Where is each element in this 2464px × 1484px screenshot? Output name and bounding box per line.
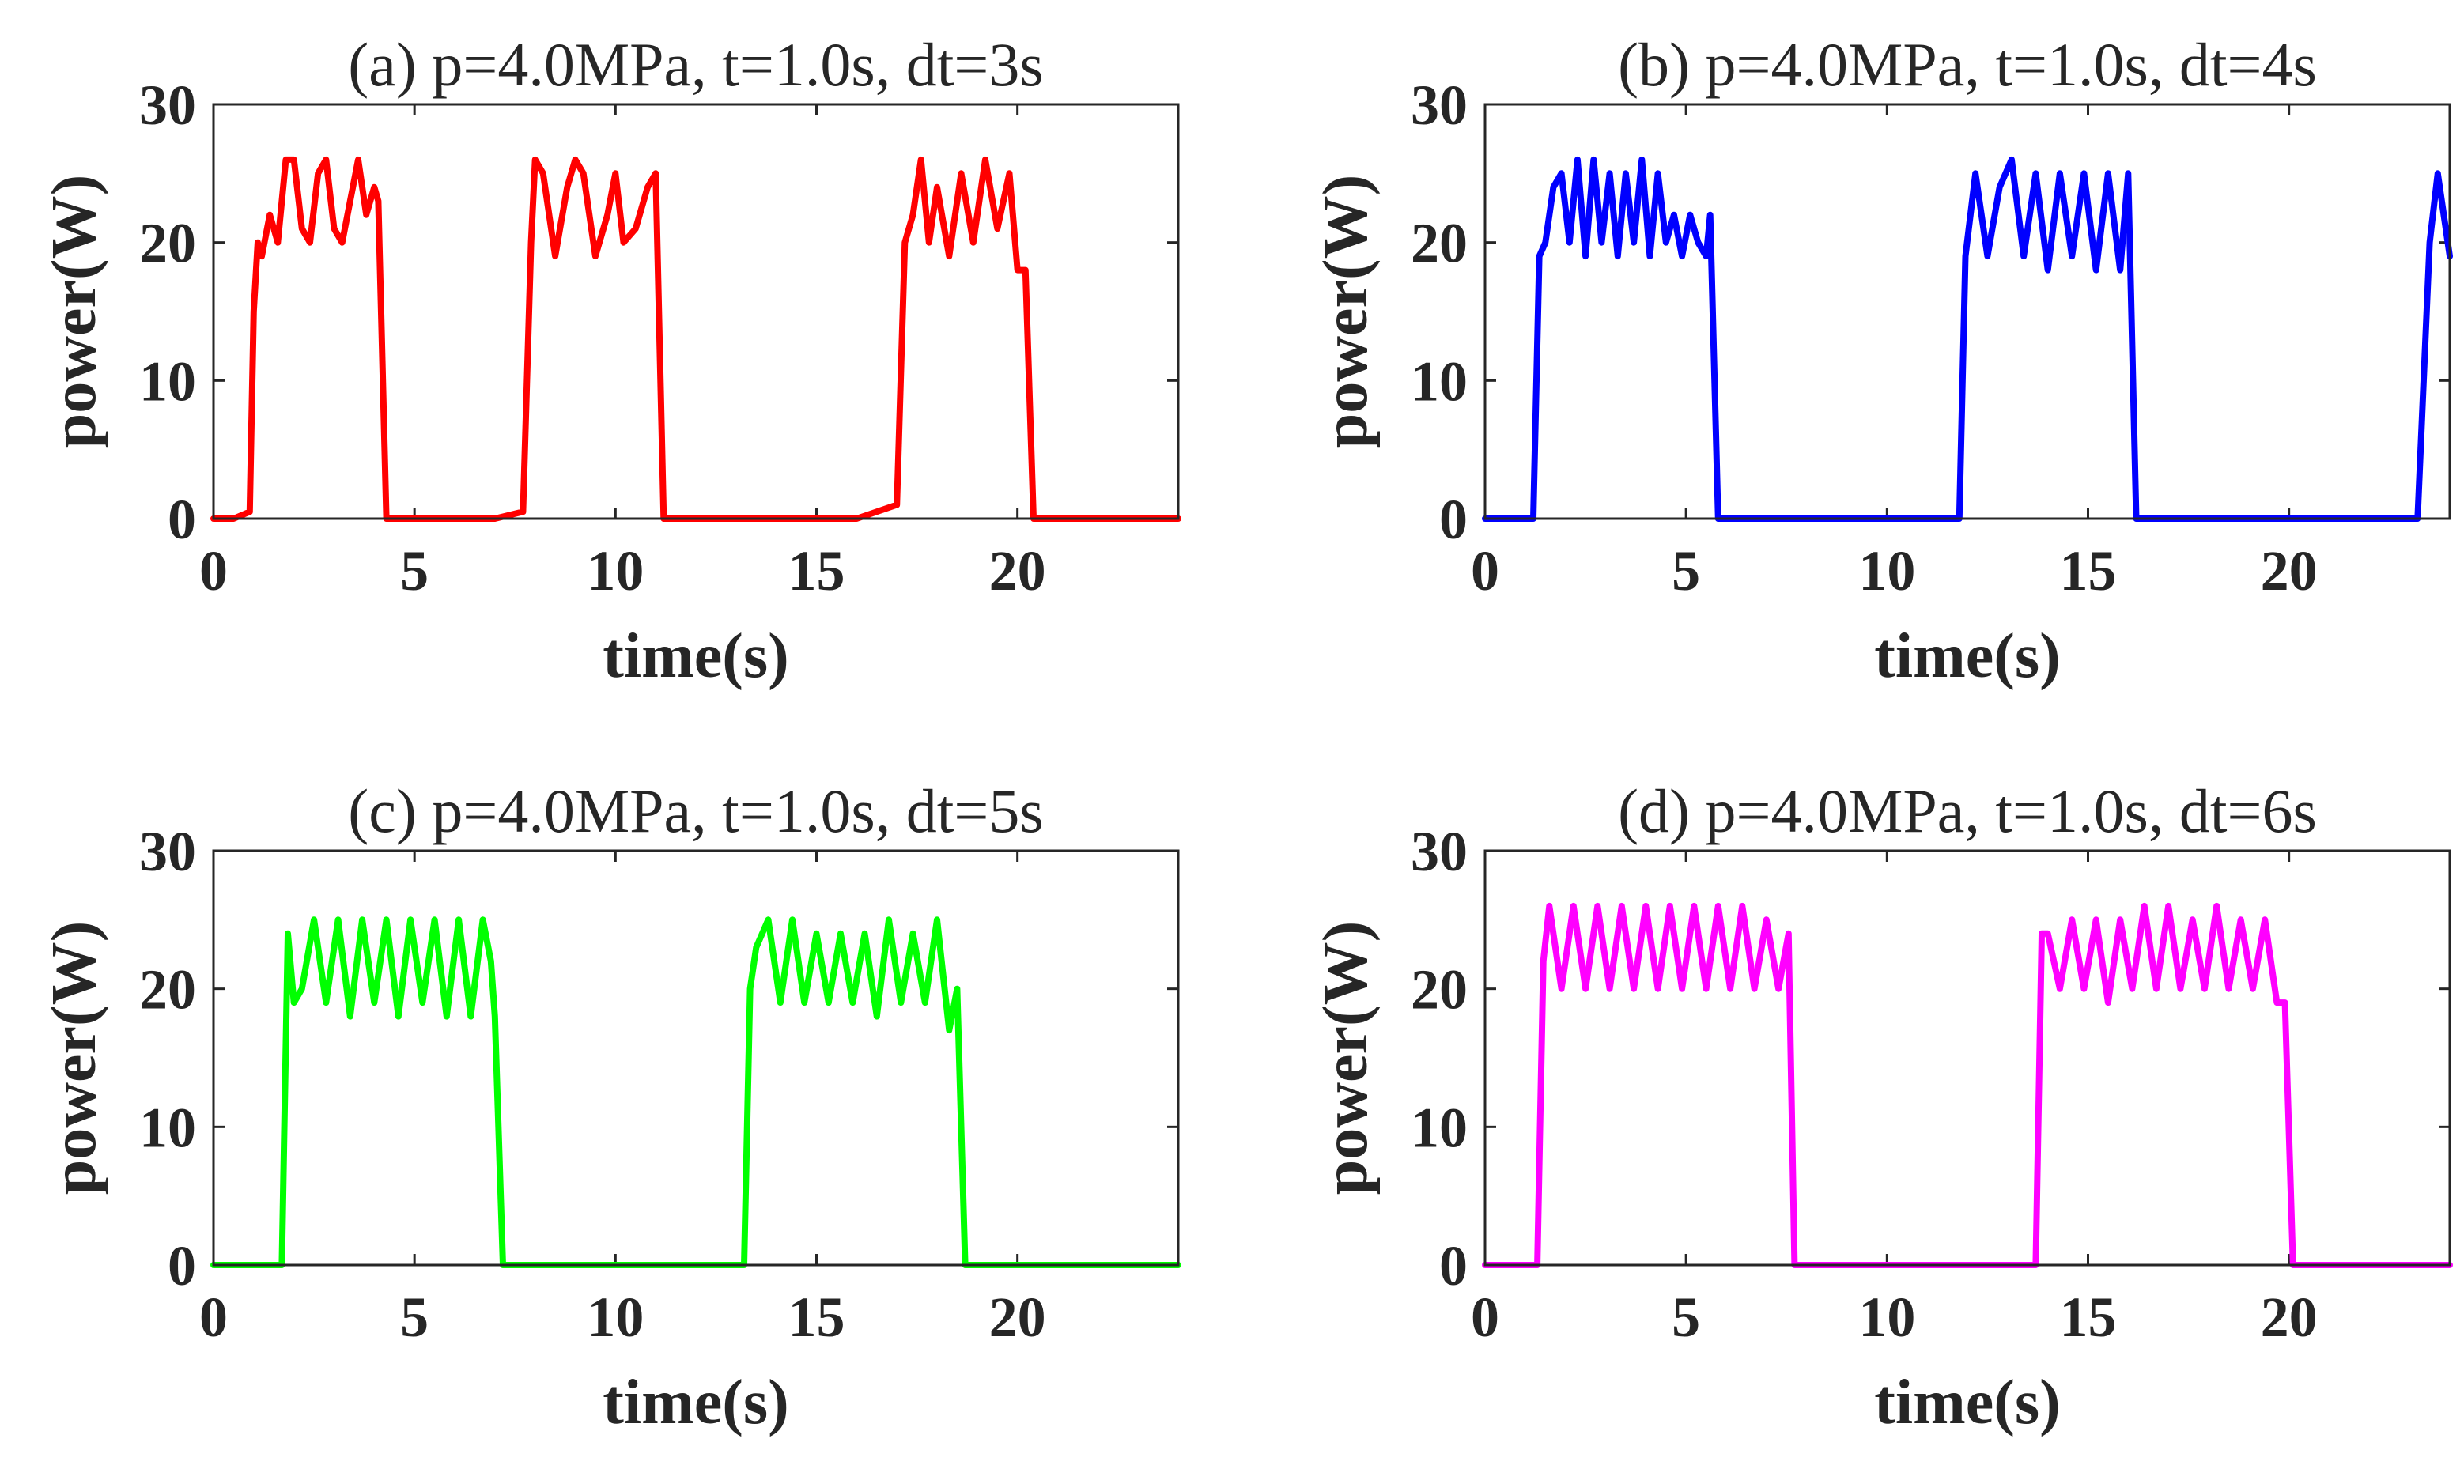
plot-area xyxy=(214,851,1178,1265)
y-tick-label: 30 xyxy=(139,74,196,137)
x-tick-label: 5 xyxy=(1672,539,1700,602)
subplot: 0 5 10 15 20 0 10 20 30 (c) p=4.0MPa, t=1.0s, dt=… xyxy=(40,776,1181,1437)
subplot: 0 5 10 15 20 0 10 20 30 (a) p=4.0MPa, t=1.0s, dt=… xyxy=(40,30,1181,691)
y-tick-label: 10 xyxy=(1411,349,1468,413)
subplot: 0 5 10 15 20 0 10 20 30 (d) p=4.0MPa, t=1.0s, dt=… xyxy=(1311,776,2453,1437)
subplot: 0 5 10 15 20 0 10 20 30 (b) p=4.0MPa, t=1.0s, dt=… xyxy=(1311,30,2453,691)
axes-box xyxy=(1483,103,2451,520)
y-axis-label: power(W) xyxy=(40,921,109,1195)
y-tick-label: 10 xyxy=(139,1096,196,1159)
x-tick-label: 10 xyxy=(587,539,644,602)
x-tick-label: 20 xyxy=(989,1286,1046,1349)
y-tick-label: 0 xyxy=(1439,1234,1468,1297)
y-tick-label: 0 xyxy=(168,488,196,551)
y-axis-label: power(W) xyxy=(1311,921,1381,1195)
plot-area xyxy=(1485,851,2450,1265)
x-tick-label: 0 xyxy=(199,1286,228,1349)
x-tick-label: 15 xyxy=(788,1286,845,1349)
y-axis-label: power(W) xyxy=(40,175,109,449)
x-axis-label: time(s) xyxy=(603,621,788,691)
chart-title: (d) p=4.0MPa, t=1.0s, dt=6s xyxy=(1618,776,2317,845)
y-tick-label: 0 xyxy=(1439,488,1468,551)
axes-box xyxy=(212,849,1180,1267)
x-tick-label: 5 xyxy=(1672,1286,1700,1349)
y-tick-label: 20 xyxy=(139,212,196,275)
axes-box xyxy=(1483,849,2451,1267)
y-tick-label: 30 xyxy=(1411,820,1468,883)
x-tick-label: 20 xyxy=(989,539,1046,602)
x-axis-label: time(s) xyxy=(1874,1368,2060,1437)
x-axis-label: time(s) xyxy=(1874,621,2060,691)
x-tick-label: 0 xyxy=(1471,539,1499,602)
plot-area xyxy=(214,104,1178,519)
x-tick-label: 5 xyxy=(400,539,429,602)
y-tick-label: 10 xyxy=(1411,1096,1468,1159)
x-tick-label: 20 xyxy=(2261,539,2318,602)
x-tick-label: 5 xyxy=(400,1286,429,1349)
x-tick-label: 10 xyxy=(1858,1286,1915,1349)
x-tick-label: 20 xyxy=(2261,1286,2318,1349)
chart-title: (c) p=4.0MPa, t=1.0s, dt=5s xyxy=(348,776,1043,845)
x-tick-label: 0 xyxy=(199,539,228,602)
plot-area xyxy=(1485,104,2450,519)
x-tick-label: 0 xyxy=(1471,1286,1499,1349)
data-line xyxy=(210,156,1181,522)
x-tick-label: 10 xyxy=(587,1286,644,1349)
y-tick-label: 20 xyxy=(1411,958,1468,1021)
y-axis-label: power(W) xyxy=(1311,175,1381,449)
y-tick-label: 20 xyxy=(1411,212,1468,275)
chart-title: (a) p=4.0MPa, t=1.0s, dt=3s xyxy=(348,30,1043,99)
x-tick-label: 10 xyxy=(1858,539,1915,602)
axes-box xyxy=(212,103,1180,520)
chart-title: (b) p=4.0MPa, t=1.0s, dt=4s xyxy=(1618,30,2317,99)
x-tick-label: 15 xyxy=(2060,1286,2117,1349)
y-tick-label: 0 xyxy=(168,1234,196,1297)
y-tick-label: 10 xyxy=(139,349,196,413)
y-tick-label: 30 xyxy=(1411,74,1468,137)
x-axis-label: time(s) xyxy=(603,1368,788,1437)
y-tick-label: 20 xyxy=(139,958,196,1021)
x-tick-label: 15 xyxy=(2060,539,2117,602)
y-tick-label: 30 xyxy=(139,820,196,883)
x-tick-label: 15 xyxy=(788,539,845,602)
